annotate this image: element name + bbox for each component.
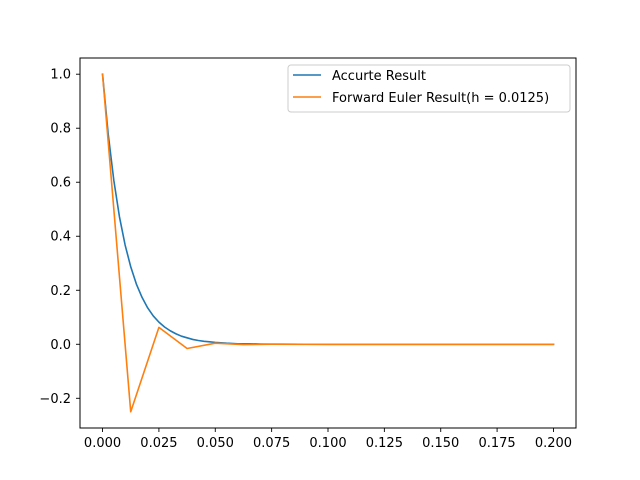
- legend-box: [287, 64, 571, 113]
- x-tick-label: 0.175: [478, 436, 515, 451]
- x-tick-label: 0.025: [140, 436, 177, 451]
- y-axis: −0.2 0.0 0.2 0.4 0.6 0.8 1.0: [39, 68, 80, 407]
- legend-label-euler: Forward Euler Result(h = 0.0125): [332, 91, 549, 106]
- x-tick-label: 0.075: [253, 436, 290, 451]
- x-tick-label: 0.100: [309, 436, 346, 451]
- legend: Accurte Result Forward Euler Result(h = …: [287, 64, 571, 113]
- legend-label-accurate: Accurte Result: [332, 69, 426, 84]
- x-tick-label: 0.050: [197, 436, 234, 451]
- y-tick-label: 1.0: [50, 68, 71, 83]
- y-tick-label: 0.0: [50, 338, 71, 353]
- y-tick-label: 0.4: [50, 230, 71, 245]
- y-tick-label: 0.6: [50, 176, 71, 191]
- y-tick-label: −0.2: [39, 392, 71, 407]
- x-axis: 0.000 0.025 0.050 0.075 0.100 0.125 0.150 0.175…: [84, 428, 572, 451]
- plot-lines: [101, 73, 555, 413]
- series-line-1: [101, 73, 555, 413]
- series-line-0: [101, 73, 555, 346]
- axes-frame: [79, 57, 577, 429]
- y-tick-label: 0.2: [50, 284, 71, 299]
- x-tick-label: 0.125: [366, 436, 403, 451]
- y-tick-label: 0.8: [50, 122, 71, 137]
- x-tick-label: 0.150: [422, 436, 459, 451]
- x-tick-label: 0.000: [84, 436, 121, 451]
- x-tick-label: 0.200: [535, 436, 572, 451]
